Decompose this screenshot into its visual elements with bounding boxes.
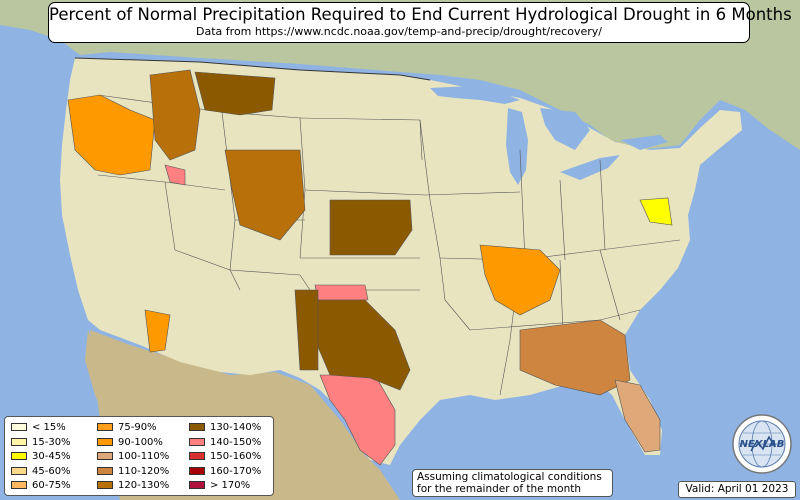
- lake-erie: [560, 155, 620, 180]
- legend-item: 60-75%: [11, 480, 71, 491]
- legend-item: 160-170%: [189, 466, 261, 477]
- drought-regions: [67, 69, 673, 466]
- legend-label: 90-100%: [118, 436, 163, 448]
- legend-label: 120-130%: [118, 480, 170, 491]
- lake-huron: [540, 108, 590, 150]
- legend-label: 60-75%: [32, 480, 71, 491]
- legend-item: 90-100%: [97, 437, 163, 448]
- note-line-1: Assuming climatological conditions: [417, 471, 602, 483]
- legend-item: 140-150%: [189, 437, 261, 448]
- region-idaho-southwest: [164, 164, 186, 186]
- legend-item: < 15%: [11, 422, 66, 433]
- legend-swatch: [97, 466, 113, 475]
- legend-swatch: [189, 466, 205, 475]
- legend-item: > 170%: [189, 480, 250, 491]
- region-mid-atlantic: [639, 197, 673, 226]
- lake-ontario: [620, 135, 668, 150]
- legend-label: 45-60%: [32, 465, 71, 477]
- title-box: Percent of Normal Precipitation Required…: [48, 2, 792, 43]
- legend-item: 75-90%: [97, 422, 157, 433]
- legend-label: 75-90%: [118, 422, 157, 433]
- legend-label: 100-110%: [118, 451, 170, 462]
- logo-text: NEXLAB: [740, 439, 785, 450]
- legend-item: 45-60%: [11, 466, 71, 477]
- state-borders: [97, 94, 681, 396]
- legend-swatch: [189, 481, 205, 489]
- legend: < 15% 15-30% 30-45% 45-60% 60-75% 75-90% 90-10…: [4, 416, 274, 496]
- legend-swatch: [97, 481, 113, 489]
- region-mississippi-valley: [479, 244, 561, 316]
- legend-label: 140-150%: [210, 436, 262, 448]
- region-oklahoma-panhandle: [314, 284, 369, 301]
- region-new-mexico-east: [294, 289, 319, 371]
- globe-logo-icon: NEXLAB: [732, 414, 792, 474]
- legend-label: 15-30%: [32, 436, 71, 448]
- legend-item: 15-30%: [11, 437, 71, 448]
- region-southeast: [519, 319, 631, 396]
- region-northern-rockies: [149, 69, 201, 161]
- legend-item: 100-110%: [97, 451, 169, 462]
- us-border: [74, 57, 431, 81]
- map-title: Percent of Normal Precipitation Required…: [49, 5, 792, 24]
- legend-label: 150-160%: [210, 451, 262, 462]
- legend-swatch: [189, 423, 205, 431]
- legend-item: 110-120%: [97, 466, 169, 477]
- region-texas-central: [314, 299, 411, 391]
- valid-date: Valid: April 01 2023: [678, 481, 796, 498]
- region-pacific-northwest-coast: [67, 94, 156, 176]
- region-arizona-south: [144, 309, 171, 353]
- legend-label: 160-170%: [210, 465, 262, 477]
- region-florida: [614, 379, 661, 453]
- legend-swatch: [97, 423, 113, 431]
- region-wyoming-colorado: [224, 149, 306, 241]
- legend-item: 150-160%: [189, 451, 261, 462]
- note-line-2: for the remainder of the month: [417, 483, 582, 495]
- legend-swatch: [11, 481, 27, 489]
- legend-item: 130-140%: [189, 422, 261, 433]
- region-texas-south-central: [319, 374, 396, 466]
- assumption-note: Assuming climatological conditions for t…: [412, 469, 613, 497]
- data-source: Data from https://www.ncdc.noaa.gov/temp…: [196, 25, 602, 38]
- legend-swatch: [189, 437, 205, 446]
- legend-item: 30-45%: [11, 451, 71, 462]
- legend-label: < 15%: [32, 422, 66, 433]
- lake-michigan: [506, 108, 528, 185]
- legend-swatch: [189, 452, 205, 460]
- legend-label: 110-120%: [118, 465, 170, 477]
- legend-swatch: [11, 423, 27, 431]
- legend-label: 30-45%: [32, 451, 71, 462]
- legend-swatch: [97, 437, 113, 446]
- legend-swatch: [97, 452, 113, 460]
- legend-swatch: [11, 452, 27, 460]
- legend-label: > 170%: [210, 480, 251, 491]
- legend-label: 130-140%: [210, 422, 262, 433]
- lake-superior: [430, 86, 520, 104]
- region-montana-plains: [194, 71, 276, 116]
- legend-swatch: [11, 437, 27, 446]
- legend-item: 120-130%: [97, 480, 169, 491]
- legend-swatch: [11, 466, 27, 475]
- region-nebraska-kansas: [329, 199, 413, 256]
